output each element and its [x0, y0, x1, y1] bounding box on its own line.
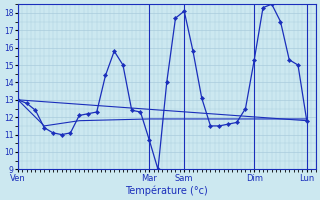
- X-axis label: Température (°c): Température (°c): [125, 185, 208, 196]
